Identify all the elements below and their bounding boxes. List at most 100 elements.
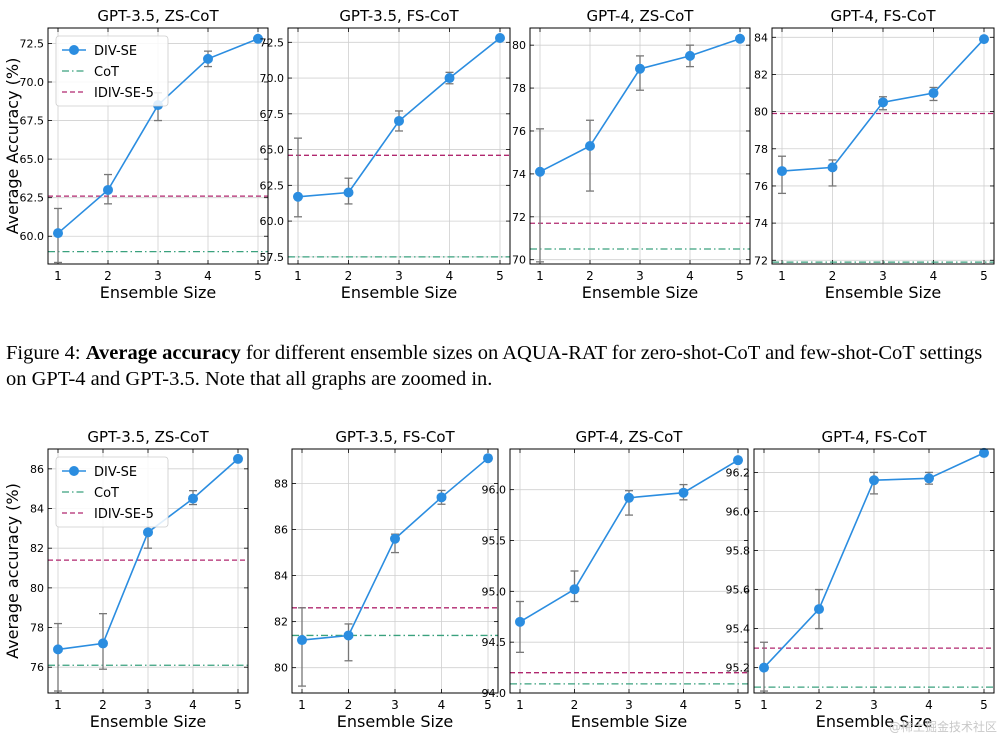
y-tick-label: 76 <box>512 125 526 138</box>
legend-box <box>55 35 169 107</box>
legend: DIV-SE CoT IDIV-SE-5 <box>55 35 169 107</box>
div-se-point <box>98 638 108 649</box>
y-tick-label: 88 <box>274 478 288 491</box>
x-tick-label: 3 <box>144 698 152 712</box>
y-tick-label: 72.5 <box>260 36 285 49</box>
x-axis-label: Ensemble Size <box>816 712 932 731</box>
div-se-point <box>53 228 63 239</box>
x-tick-label: 2 <box>815 698 823 712</box>
x-tick-label: 2 <box>829 269 837 283</box>
y-tick-label: 84 <box>754 31 768 44</box>
div-se-point <box>188 493 198 504</box>
y-tick-label: 78 <box>754 143 768 156</box>
chart-panel-3: 70 72 74 76 78 80 1 2 3 4 5 GPT-4, ZS-CoT Ensemble S… <box>512 7 751 302</box>
div-se-point <box>569 584 580 595</box>
x-tick-label: 3 <box>391 698 399 712</box>
axes-frame <box>753 448 995 694</box>
caption-prefix: Figure 4: <box>6 342 81 364</box>
div-se-point <box>297 635 307 646</box>
y-tick-label: 95.5 <box>482 535 507 548</box>
y-tick-label: 84 <box>274 570 288 583</box>
x-tick-label: 1 <box>536 269 544 283</box>
legend-label: CoT <box>94 486 119 501</box>
y-tick-label: 65.0 <box>20 153 45 166</box>
x-tick-label: 4 <box>686 269 694 283</box>
chart-title: GPT-4, ZS-CoT <box>587 7 695 25</box>
chart-title: GPT-3.5, ZS-CoT <box>87 428 209 446</box>
y-tick-label: 80 <box>512 39 526 52</box>
chart-title: GPT-3.5, FS-CoT <box>339 7 459 25</box>
legend: DIV-SE CoT IDIV-SE-5 <box>55 456 169 528</box>
legend-div-se-marker <box>69 466 79 476</box>
x-axis-label: Ensemble Size <box>571 712 687 731</box>
y-tick-label: 86 <box>274 524 288 537</box>
div-se-point <box>685 50 695 61</box>
y-tick-label: 72 <box>754 254 768 267</box>
div-se-point <box>814 604 824 615</box>
div-se-point <box>878 97 888 108</box>
x-tick-label: 1 <box>298 698 306 712</box>
x-tick-label: 5 <box>234 698 242 712</box>
x-tick-label: 2 <box>571 698 579 712</box>
x-tick-label: 1 <box>54 269 62 283</box>
x-tick-label: 3 <box>625 698 633 712</box>
x-axis-label: Ensemble Size <box>825 283 941 302</box>
y-tick-label: 82 <box>30 542 44 555</box>
y-tick-label: 95.4 <box>726 623 751 636</box>
x-axis-label: Ensemble Size <box>90 712 206 731</box>
x-tick-label: 5 <box>484 698 492 712</box>
div-se-point <box>293 191 303 202</box>
div-se-point <box>924 473 934 484</box>
legend-label: IDIV-SE-5 <box>94 86 154 101</box>
y-axis-label: Average Accuracy (%) <box>3 58 22 235</box>
x-tick-label: 4 <box>204 269 212 283</box>
div-se-point <box>759 662 769 673</box>
y-tick-label: 74 <box>512 168 526 181</box>
x-tick-label: 1 <box>778 269 786 283</box>
y-tick-label: 78 <box>512 82 526 95</box>
x-tick-label: 2 <box>345 698 353 712</box>
x-tick-label: 5 <box>734 698 742 712</box>
x-tick-label: 4 <box>438 698 446 712</box>
chart-panel-4: 72 74 76 78 80 82 84 1 2 3 4 5 GPT-4, FS-CoT Ensemble… <box>754 7 995 302</box>
y-tick-label: 96.2 <box>726 466 751 479</box>
legend-label: IDIV-SE-5 <box>94 507 154 522</box>
x-tick-label: 1 <box>54 698 62 712</box>
legend-div-se-marker <box>69 45 79 55</box>
x-tick-label: 5 <box>980 698 988 712</box>
x-axis-label: Ensemble Size <box>582 283 698 302</box>
div-se-point <box>343 187 354 198</box>
div-se-point <box>777 166 787 177</box>
chart-title: GPT-3.5, FS-CoT <box>335 428 455 446</box>
div-se-point <box>979 447 989 458</box>
x-tick-label: 1 <box>760 698 768 712</box>
div-se-point <box>203 53 213 64</box>
chart-title: GPT-4, FS-CoT <box>830 7 936 25</box>
chart-title: GPT-4, ZS-CoT <box>576 428 684 446</box>
y-tick-label: 62.5 <box>20 192 45 205</box>
x-tick-label: 4 <box>680 698 688 712</box>
div-se-point <box>444 73 455 84</box>
y-tick-label: 95.2 <box>726 662 751 675</box>
y-tick-label: 82 <box>274 616 288 629</box>
div-se-point <box>103 184 113 195</box>
div-se-point <box>495 33 505 44</box>
y-tick-label: 95.0 <box>482 585 507 598</box>
axes-frame <box>287 27 511 265</box>
div-se-point <box>827 162 838 173</box>
y-axis-label: Average accuracy (%) <box>3 483 22 659</box>
chart-panel-6: 80 82 84 86 88 1 2 3 4 5 GPT-3.5, FS-CoT Ensemble S… <box>274 428 499 731</box>
x-tick-label: 4 <box>925 698 933 712</box>
watermark: @稀土掘金技术社区 <box>888 720 997 734</box>
div-se-point <box>394 115 404 126</box>
chart-title: GPT-4, FS-CoT <box>821 428 927 446</box>
div-se-point <box>253 33 263 44</box>
x-tick-label: 3 <box>154 269 162 283</box>
x-tick-label: 3 <box>879 269 887 283</box>
div-se-point <box>233 453 243 464</box>
chart-panel-1: 60.0 62.5 65.0 67.5 70.0 72.5 1 2 3 4 5 GPT-3.5, ZS… <box>3 7 269 302</box>
div-se-point <box>585 141 595 151</box>
y-tick-label: 86 <box>30 463 44 476</box>
y-tick-label: 80 <box>30 582 44 595</box>
chart-panel-5: 76 78 80 82 84 86 1 2 3 4 5 GPT-3.5, ZS-CoT Ensemble… <box>3 428 249 731</box>
